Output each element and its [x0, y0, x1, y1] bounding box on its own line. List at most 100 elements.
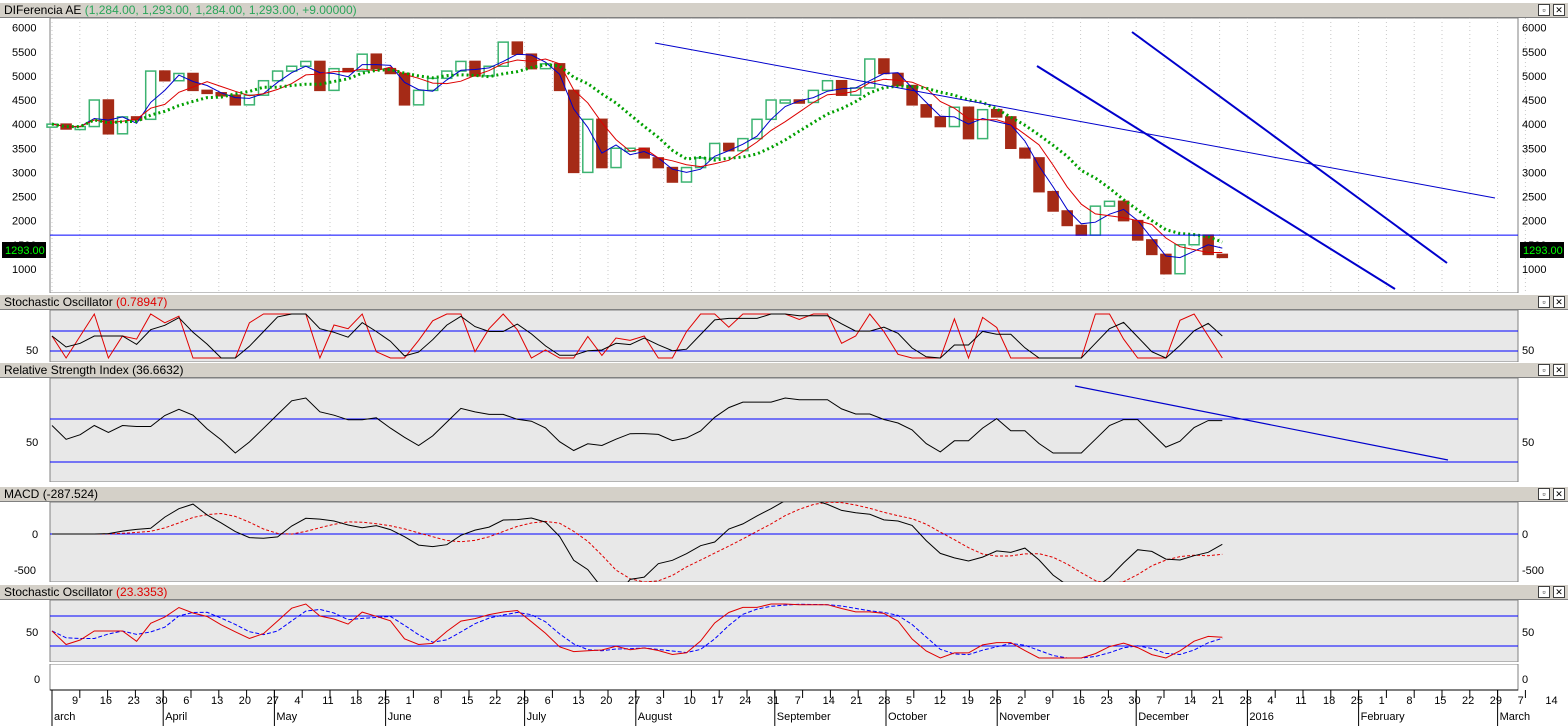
candle: [793, 99, 806, 104]
price-pane-titlebar: DIFerencia AE (1,284.00, 1,293.00, 1,284…: [0, 2, 1568, 18]
bottom-tick-left: 0: [34, 674, 40, 686]
day-label: 31: [767, 695, 779, 707]
stoch1-chart: 50 50: [26, 310, 1534, 362]
close-pane-button[interactable]: ✕: [1553, 4, 1565, 16]
restore-pane-button[interactable]: ▫: [1538, 586, 1550, 598]
candle: [878, 58, 890, 75]
candle: [1131, 219, 1144, 241]
candle: [934, 116, 947, 128]
price-marks: [46, 31, 1518, 290]
candle: [285, 65, 298, 72]
day-label: 21: [850, 695, 862, 707]
candle: [567, 89, 580, 174]
day-label: 1: [1379, 695, 1385, 707]
candle: [976, 108, 989, 140]
month-label: November: [999, 711, 1050, 723]
stoch1-plot-area: [49, 310, 1519, 362]
restore-pane-button[interactable]: ▫: [1538, 4, 1550, 16]
candle: [1061, 210, 1073, 227]
candle: [821, 79, 834, 92]
macd-signal-line: [52, 502, 1223, 582]
month-label: April: [165, 711, 187, 723]
day-label: 14: [823, 695, 835, 707]
day-label: 23: [128, 695, 140, 707]
day-label: 14: [1545, 695, 1557, 707]
candle: [257, 79, 270, 96]
month-label: July: [527, 711, 547, 723]
price-yaxis-left: 6000550050004500400035003000250020001500…: [12, 23, 36, 276]
stoch2-tick-left: 50: [26, 627, 38, 639]
stoch1-k-line: [51, 312, 1223, 360]
price-tick-left: 5500: [12, 47, 36, 59]
price-tick-right: 2000: [1522, 216, 1546, 228]
restore-pane-button[interactable]: ▫: [1538, 488, 1550, 500]
stoch1-d-line: [51, 313, 1223, 359]
candle: [962, 106, 975, 140]
close-pane-button[interactable]: ✕: [1553, 488, 1565, 500]
macd-chart: 0 -500 0 -500: [14, 502, 1544, 582]
price-tick-left: 1000: [12, 264, 36, 276]
price-yaxis-right: 6000550050004500400035003000250020001500…: [1522, 23, 1546, 276]
candle: [201, 89, 213, 95]
price-pane-values: (1,284.00, 1,293.00, 1,284.00, 1,293.00,…: [84, 3, 357, 17]
rsi-line: [51, 397, 1223, 454]
close-pane-button[interactable]: ✕: [1553, 586, 1565, 598]
channel-upper-line: [1131, 31, 1448, 264]
candle: [751, 118, 763, 140]
day-label: 17: [711, 695, 723, 707]
restore-pane-button[interactable]: ▫: [1538, 296, 1550, 308]
candle: [666, 166, 679, 183]
day-label: 11: [1295, 695, 1306, 707]
candle: [708, 142, 721, 159]
stoch1-tick-right: 50: [1522, 345, 1534, 357]
stoch2-value: (23.3353): [116, 585, 168, 599]
rsi-titlebar: Relative Strength Index (36.6632) ▫ ✕: [0, 362, 1568, 378]
stoch2-titlebar: Stochastic Oscillator (23.3353) ▫ ✕: [0, 584, 1568, 600]
candle: [356, 53, 368, 72]
stoch1-value: (0.78947): [116, 295, 168, 309]
restore-pane-button[interactable]: ▫: [1538, 364, 1550, 376]
price-tick-left: 2500: [12, 192, 36, 204]
candle: [990, 108, 1003, 118]
candle: [159, 70, 171, 82]
ma-mid-line: [51, 58, 1223, 253]
price-tick-left: 2000: [12, 216, 36, 228]
price-tick-left: 6000: [12, 23, 36, 35]
time-axis: 0 0 9 16 23 30 6 13 20 27 4 11 18 25 1 8 15 22 29 6 13 20 27…: [34, 664, 1558, 726]
close-pane-button[interactable]: ✕: [1553, 296, 1565, 308]
day-label: 7: [795, 695, 801, 707]
price-tick-left: 5000: [12, 71, 36, 83]
day-label: 23: [1101, 695, 1113, 707]
month-label: August: [638, 711, 672, 723]
candle: [835, 79, 848, 96]
price-tick-right: 2500: [1522, 192, 1546, 204]
price-tick-right: 4500: [1522, 95, 1546, 107]
candle: [920, 104, 932, 118]
stoch2-title: Stochastic Oscillator (23.3353): [4, 585, 168, 599]
rsi-tick-right: 50: [1522, 437, 1534, 449]
day-label: 8: [433, 695, 439, 707]
day-label: 18: [1323, 695, 1335, 707]
day-label: 19: [962, 695, 974, 707]
day-label: 1: [406, 695, 412, 707]
macd-tick-neg-right: -500: [1522, 565, 1544, 577]
day-label: 25: [1351, 695, 1363, 707]
month-label: March: [1500, 711, 1531, 723]
stoch2-tick-right: 50: [1522, 627, 1534, 639]
day-label: 14: [1184, 695, 1196, 707]
rsi-plot-area: [49, 378, 1519, 482]
close-pane-button[interactable]: ✕: [1553, 364, 1565, 376]
day-label: 29: [1490, 695, 1502, 707]
day-label: 28: [878, 695, 890, 707]
day-label: 15: [1434, 695, 1446, 707]
stoch1-tick-left: 50: [26, 345, 38, 357]
candle: [582, 118, 594, 174]
last-price-badge-right: [1520, 242, 1564, 258]
macd-title: MACD (-287.524): [4, 487, 99, 501]
price-tick-left: 4500: [12, 95, 36, 107]
day-label: 2: [1017, 695, 1023, 707]
rsi-tick-left: 50: [26, 437, 38, 449]
candle: [455, 60, 467, 72]
candle: [130, 116, 143, 121]
candle: [1005, 116, 1017, 150]
